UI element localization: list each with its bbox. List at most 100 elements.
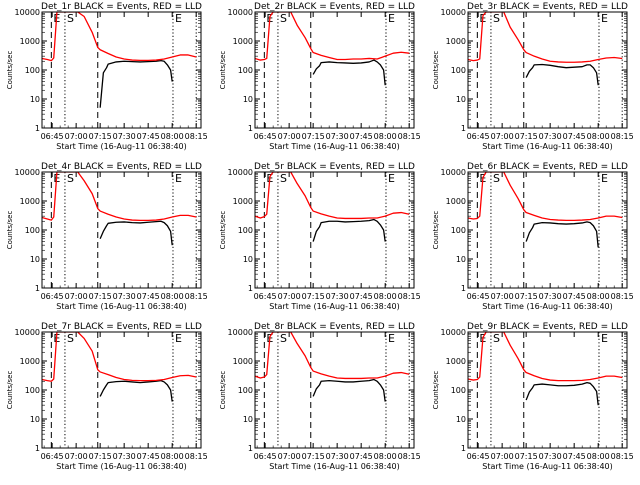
x-tick-label: 06:45: [41, 292, 64, 301]
y-tick-label: 100: [25, 386, 40, 395]
x-tick-label: 07:45: [563, 132, 586, 141]
y-tick-label: 100: [238, 66, 253, 75]
series-line-lld: [42, 172, 197, 222]
x-tick-label: 07:00: [491, 132, 514, 141]
y-tick-label: 10000: [15, 8, 40, 17]
x-axis-label: Start Time (16-Aug-11 06:38:40): [56, 462, 187, 471]
x-tick-label: 06:45: [254, 292, 277, 301]
plot-frame: [467, 11, 628, 129]
marker-label-s: S: [67, 172, 74, 185]
y-tick-label: 10: [456, 95, 466, 104]
marker-label-e: E: [388, 332, 395, 345]
plot-frame: [254, 171, 415, 289]
panel-title: Det_5r BLACK = Events, RED = LLD: [254, 162, 415, 172]
y-tick-label: 10: [456, 255, 466, 264]
detector-panel-2: Det_2r BLACK = Events, RED = LLD 1 10 100 10…: [219, 2, 421, 151]
y-axis-label: Counts/sec: [219, 371, 227, 410]
x-tick-label: 07:30: [113, 292, 136, 301]
series-line-lld: [468, 172, 623, 222]
detector-panel-5: Det_5r BLACK = Events, RED = LLD 1 10 100 10…: [219, 162, 421, 311]
x-tick-label: 07:45: [350, 292, 373, 301]
x-tick-label: 08:15: [185, 132, 208, 141]
panel-title: Det_3r BLACK = Events, RED = LLD: [467, 2, 628, 12]
x-tick-label: 07:45: [350, 132, 373, 141]
y-tick-label: 1: [248, 124, 253, 133]
x-tick-label: 07:45: [563, 292, 586, 301]
x-tick-label: 07:15: [89, 292, 112, 301]
y-tick-label: 10: [243, 255, 253, 264]
x-tick-label: 08:15: [398, 452, 421, 461]
panel-data: [255, 12, 410, 86]
y-tick-label: 10000: [15, 168, 40, 177]
x-tick-label: 07:30: [326, 132, 349, 141]
y-tick-label: 10: [30, 255, 40, 264]
x-tick-label: 06:45: [467, 452, 490, 461]
marker-label-s: S: [280, 12, 287, 25]
marker-label-e: E: [175, 332, 182, 345]
plot-frame: [467, 171, 628, 289]
y-tick-label: 10: [30, 95, 40, 104]
marker-label-s: S: [493, 332, 500, 345]
panel-data: [255, 172, 410, 242]
marker-label-s: S: [280, 172, 287, 185]
detector-panel-3: Det_3r BLACK = Events, RED = LLD 1 10 100 10…: [432, 2, 634, 151]
y-tick-label: 10: [243, 95, 253, 104]
marker-label-s: S: [493, 172, 500, 185]
x-axis-label: Start Time (16-Aug-11 06:38:40): [482, 462, 613, 471]
x-tick-label: 08:00: [587, 292, 610, 301]
x-tick-label: 07:30: [539, 292, 562, 301]
x-tick-label: 08:00: [587, 452, 610, 461]
detector-panel-4: Det_4r BLACK = Events, RED = LLD 1 10 100 10…: [6, 162, 208, 311]
y-tick-label: 1: [248, 444, 253, 453]
series-line-lld: [42, 332, 197, 382]
panel-title: Det_6r BLACK = Events, RED = LLD: [467, 162, 628, 172]
panel-title: Det_2r BLACK = Events, RED = LLD: [254, 2, 415, 12]
panel-title: Det_1r BLACK = Events, RED = LLD: [41, 2, 202, 12]
marker-label-s: S: [67, 12, 74, 25]
detector-panel-8: Det_8r BLACK = Events, RED = LLD 1 10 100 10…: [219, 322, 421, 471]
x-tick-label: 07:30: [113, 452, 136, 461]
x-tick-label: 07:15: [515, 452, 538, 461]
x-tick-label: 08:00: [587, 132, 610, 141]
y-tick-label: 1000: [446, 197, 466, 206]
panel-data: [468, 332, 623, 406]
x-tick-label: 07:30: [326, 292, 349, 301]
y-tick-label: 10000: [441, 168, 466, 177]
y-tick-label: 1000: [446, 357, 466, 366]
x-tick-label: 07:15: [89, 132, 112, 141]
marker-label-e: E: [601, 332, 608, 345]
series-line-events: [99, 220, 173, 246]
x-tick-label: 08:00: [161, 292, 184, 301]
y-tick-label: 1: [35, 124, 40, 133]
panel-title: Det_4r BLACK = Events, RED = LLD: [41, 162, 202, 172]
x-tick-label: 07:00: [278, 452, 301, 461]
y-axis-label: Counts/sec: [219, 211, 227, 250]
panel-title: Det_9r BLACK = Events, RED = LLD: [467, 322, 628, 332]
x-tick-label: 08:15: [185, 292, 208, 301]
x-tick-label: 07:15: [89, 452, 112, 461]
x-axis-label: Start Time (16-Aug-11 06:38:40): [269, 142, 400, 151]
plot-frame: [41, 331, 202, 449]
series-line-events: [312, 59, 386, 86]
x-tick-label: 06:45: [254, 132, 277, 141]
x-tick-label: 08:15: [611, 292, 634, 301]
marker-label-e: E: [601, 12, 608, 25]
series-line-lld: [42, 12, 197, 62]
y-tick-label: 1000: [20, 37, 40, 46]
x-tick-label: 08:00: [161, 132, 184, 141]
x-tick-label: 08:00: [374, 452, 397, 461]
x-tick-label: 06:45: [41, 452, 64, 461]
y-tick-label: 1000: [20, 357, 40, 366]
y-tick-label: 1: [461, 124, 466, 133]
x-tick-label: 07:15: [302, 292, 325, 301]
y-tick-label: 10000: [228, 328, 253, 337]
marker-label-e: E: [388, 12, 395, 25]
panel-data: [42, 172, 197, 246]
y-tick-label: 10: [243, 415, 253, 424]
panel-data: [468, 172, 623, 248]
detector-panel-6: Det_6r BLACK = Events, RED = LLD 1 10 100 10…: [432, 162, 634, 311]
plot-frame: [467, 331, 628, 449]
panel-title: Det_7r BLACK = Events, RED = LLD: [41, 322, 202, 332]
y-axis-label: Counts/sec: [219, 51, 227, 90]
